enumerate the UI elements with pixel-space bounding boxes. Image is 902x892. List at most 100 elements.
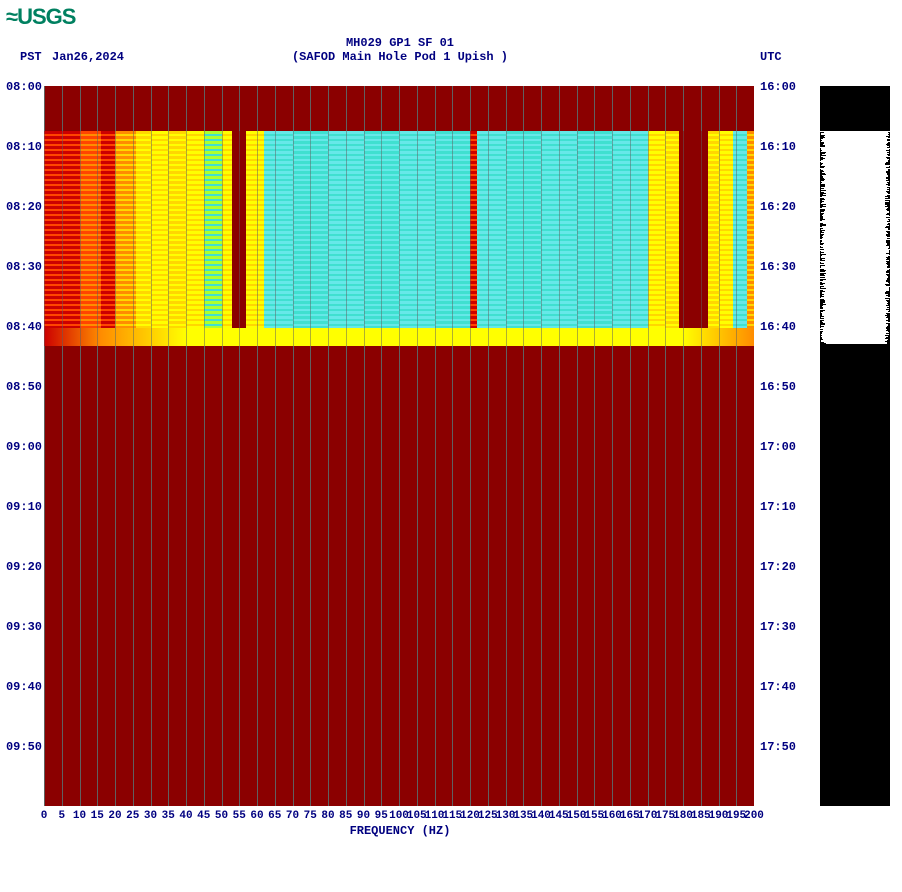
- spectrogram-column: [708, 131, 719, 343]
- x-tick: 80: [321, 810, 334, 822]
- x-tick: 45: [197, 810, 210, 822]
- usgs-logo: ≈USGS: [6, 4, 75, 30]
- y-tick-left: 09:50: [2, 740, 42, 754]
- grid-line: [435, 86, 436, 806]
- grid-line: [168, 86, 169, 806]
- x-tick: 20: [108, 810, 121, 822]
- grid-line: [683, 86, 684, 806]
- spectrogram-column: [264, 131, 293, 343]
- y-tick-right: 16:20: [760, 200, 796, 214]
- y-tick-left: 08:20: [2, 200, 42, 214]
- grid-line: [293, 86, 294, 806]
- y-tick-right: 16:10: [760, 140, 796, 154]
- y-tick-right: 17:00: [760, 440, 796, 454]
- spectrogram-column: [222, 131, 233, 343]
- grid-line: [736, 86, 737, 806]
- x-tick: 25: [126, 810, 139, 822]
- spectrogram-column: [101, 131, 116, 343]
- y-tick-right: 16:00: [760, 80, 796, 94]
- x-tick: 60: [250, 810, 263, 822]
- y-tick-right: 17:40: [760, 680, 796, 694]
- x-tick: 70: [286, 810, 299, 822]
- spectrogram-column: [733, 131, 748, 343]
- tz-right-label: UTC: [760, 50, 782, 64]
- grid-line: [80, 86, 81, 806]
- grid-line: [62, 86, 63, 806]
- x-tick: 50: [215, 810, 228, 822]
- spectrogram-column: [186, 131, 204, 343]
- grid-line: [719, 86, 720, 806]
- spectrogram-column: [648, 131, 666, 343]
- grid-line: [523, 86, 524, 806]
- grid-line: [559, 86, 560, 806]
- x-tick: 30: [144, 810, 157, 822]
- y-tick-left: 09:30: [2, 620, 42, 634]
- y-tick-left: 08:40: [2, 320, 42, 334]
- grid-line: [97, 86, 98, 806]
- x-tick: 85: [339, 810, 352, 822]
- spectrogram-column: [477, 131, 506, 343]
- grid-line: [151, 86, 152, 806]
- spectrogram-column: [204, 131, 222, 343]
- x-tick: 75: [304, 810, 317, 822]
- x-tick: 90: [357, 810, 370, 822]
- grid-line: [346, 86, 347, 806]
- grid-line: [630, 86, 631, 806]
- spectrogram-column: [151, 131, 169, 343]
- grid-line: [399, 86, 400, 806]
- x-tick: 35: [162, 810, 175, 822]
- grid-line: [577, 86, 578, 806]
- y-tick-right: 17:30: [760, 620, 796, 634]
- x-tick: 10: [73, 810, 86, 822]
- grid-line: [665, 86, 666, 806]
- grid-line: [648, 86, 649, 806]
- grid-line: [452, 86, 453, 806]
- spectrogram-column: [136, 131, 151, 343]
- grid-line: [364, 86, 365, 806]
- y-tick-left: 09:40: [2, 680, 42, 694]
- grid-line: [222, 86, 223, 806]
- x-tick: 65: [268, 810, 281, 822]
- x-tick: 15: [91, 810, 104, 822]
- spectrogram-column: [719, 131, 734, 343]
- grid-line: [417, 86, 418, 806]
- x-tick: 95: [375, 810, 388, 822]
- grid-line: [701, 86, 702, 806]
- grid-line: [488, 86, 489, 806]
- x-axis-label: FREQUENCY (HZ): [0, 824, 800, 838]
- y-tick-left: 09:00: [2, 440, 42, 454]
- grid-line: [470, 86, 471, 806]
- y-tick-right: 17:50: [760, 740, 796, 754]
- y-tick-left: 08:10: [2, 140, 42, 154]
- spectrogram-plot: [44, 86, 754, 806]
- grid-line: [275, 86, 276, 806]
- chart-title-line1: MH029 GP1 SF 01: [0, 36, 800, 50]
- tz-left-label: PST: [20, 50, 42, 64]
- grid-line: [328, 86, 329, 806]
- y-tick-left: 08:30: [2, 260, 42, 274]
- grid-line: [594, 86, 595, 806]
- x-tick: 5: [58, 810, 65, 822]
- y-tick-left: 08:00: [2, 80, 42, 94]
- y-tick-right: 17:20: [760, 560, 796, 574]
- y-tick-right: 16:30: [760, 260, 796, 274]
- spectrogram-column: [168, 131, 186, 343]
- y-tick-left: 08:50: [2, 380, 42, 394]
- x-tick: 200: [744, 810, 764, 822]
- grid-line: [115, 86, 116, 806]
- grid-line: [204, 86, 205, 806]
- grid-line: [133, 86, 134, 806]
- grid-line: [381, 86, 382, 806]
- y-tick-left: 09:20: [2, 560, 42, 574]
- grid-line: [186, 86, 187, 806]
- y-tick-left: 09:10: [2, 500, 42, 514]
- spectrogram-column: [665, 131, 680, 343]
- grid-line: [257, 86, 258, 806]
- y-tick-right: 17:10: [760, 500, 796, 514]
- date-label: Jan26,2024: [52, 50, 124, 64]
- x-tick: 40: [179, 810, 192, 822]
- waveform-row: [826, 343, 888, 344]
- spectrogram-column: [246, 131, 264, 343]
- grid-line: [541, 86, 542, 806]
- waveform-sidebar: [820, 86, 890, 806]
